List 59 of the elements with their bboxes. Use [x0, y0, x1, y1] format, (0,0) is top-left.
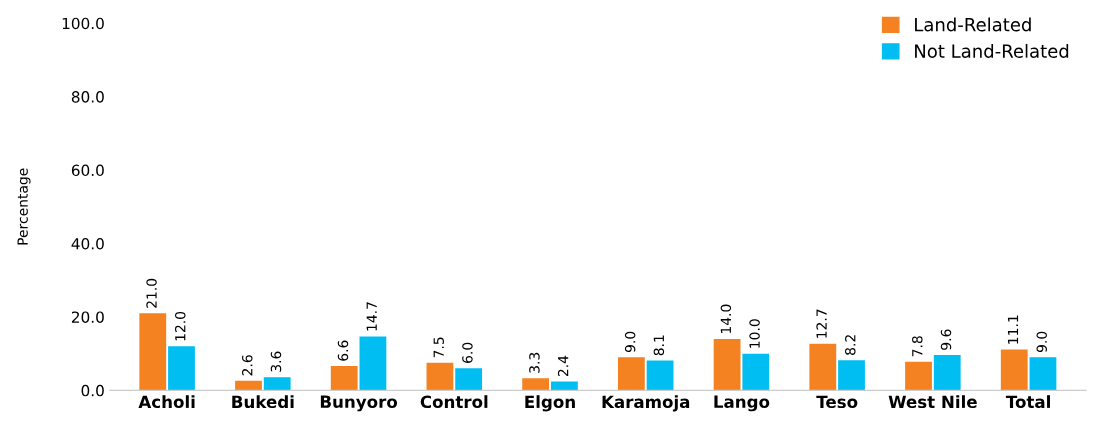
- x-tick-label: Acholi: [138, 395, 195, 409]
- data-label: 8.2: [845, 335, 856, 355]
- data-label: 9.0: [1036, 331, 1047, 353]
- data-label: 9.0: [624, 331, 636, 353]
- y-axis-title: Percentage: [17, 168, 31, 245]
- bar: [617, 357, 645, 391]
- bar: [235, 380, 262, 391]
- y-tick-label: 20.0: [71, 311, 104, 323]
- x-tick-label: West Nile: [888, 395, 977, 409]
- x-tick-label: Elgon: [525, 395, 575, 412]
- bar: [1029, 357, 1057, 391]
- legend-label: Land-Related: [915, 17, 1031, 32]
- x-tick-label: Control: [420, 395, 488, 409]
- bar: [168, 346, 195, 391]
- bar: [522, 378, 550, 391]
- data-label: 2.6: [242, 355, 253, 376]
- data-label: 10.0: [749, 319, 760, 348]
- bar: [455, 368, 483, 391]
- bar: [646, 360, 674, 391]
- bar: [139, 313, 167, 391]
- data-label: 12.7: [816, 309, 827, 338]
- data-label: 7.5: [433, 337, 444, 358]
- x-tick-label: Teso: [816, 395, 858, 409]
- y-tick-label: 0.0: [81, 384, 104, 397]
- x-tick-label: Lango: [714, 395, 770, 412]
- bar: [933, 355, 961, 391]
- bar: [263, 377, 291, 391]
- x-tick-label: Total: [1005, 395, 1050, 409]
- bar: [1000, 349, 1028, 391]
- data-label: 3.3: [529, 352, 540, 373]
- bar: [550, 381, 578, 391]
- data-label: 6.0: [462, 342, 473, 363]
- bar: [330, 366, 358, 391]
- data-label: 9.6: [940, 329, 952, 350]
- y-tick-label: 60.0: [71, 164, 104, 177]
- data-label: 7.8: [912, 336, 923, 357]
- data-label: 21.0: [146, 278, 157, 308]
- bar: [426, 362, 454, 391]
- bar: [809, 343, 837, 391]
- bar: [713, 338, 741, 391]
- y-tick-label: 100.0: [62, 17, 104, 30]
- data-label: 6.6: [337, 340, 349, 361]
- data-label: 12.0: [175, 311, 186, 341]
- y-tick-label: 80.0: [71, 91, 104, 103]
- bar: [742, 353, 770, 391]
- data-label: 14.7: [366, 302, 377, 331]
- bar: [359, 336, 387, 391]
- data-label: 11.1: [1007, 315, 1019, 344]
- x-tick-label: Bukedi: [232, 395, 294, 409]
- data-label: 8.1: [653, 335, 665, 356]
- x-tick-label: Karamoja: [602, 395, 690, 412]
- data-label: 3.6: [270, 351, 282, 372]
- y-tick-label: 40.0: [71, 237, 104, 250]
- bar: [838, 360, 865, 391]
- bar: [905, 361, 932, 391]
- data-label: 2.4: [557, 355, 569, 377]
- legend-label: Not Land-Related: [915, 43, 1069, 58]
- data-label: 14.0: [720, 304, 732, 334]
- x-tick-label: Bunyoro: [320, 395, 398, 412]
